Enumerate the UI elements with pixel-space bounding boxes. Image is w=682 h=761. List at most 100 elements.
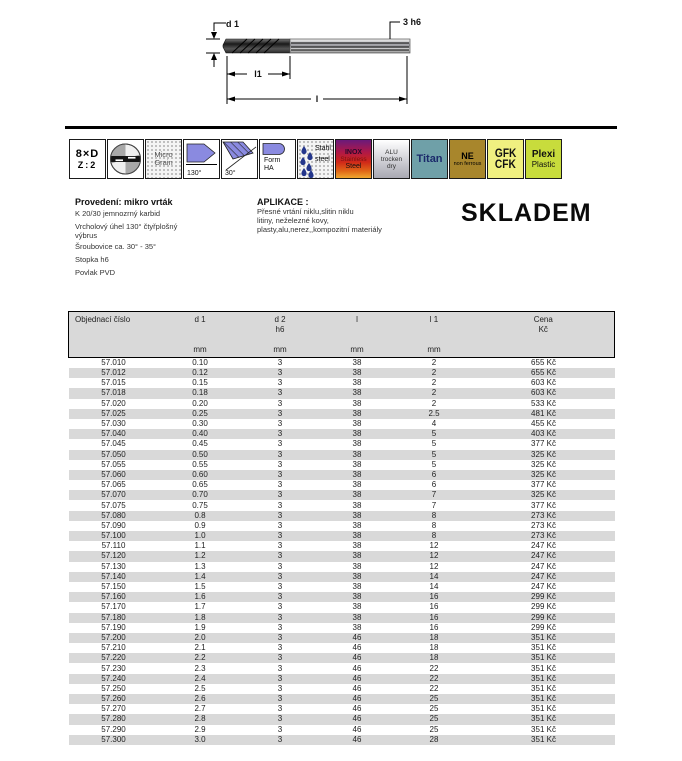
spec-line: Stopka h6	[75, 255, 109, 264]
table-row: 57.030 0.30 3 38 4 455 Kč	[69, 419, 615, 429]
table-cell: 46	[352, 724, 362, 734]
table-cell: 8	[431, 510, 437, 520]
table-cell: 12	[429, 561, 439, 571]
table-row: 57.240 2.4 3 46 22 351 Kč	[68, 673, 615, 684]
table-cell: 2.7	[194, 704, 206, 714]
table-cell: 14	[429, 582, 439, 592]
gfk-cfk-icon: GFK CFK	[487, 139, 524, 179]
ratio-icon: 8×D Z:2	[69, 139, 106, 179]
table-cell: 25	[429, 704, 439, 714]
table-cell: 18	[429, 632, 439, 642]
table-row: 57.080 0.8 3 38 8 273 Kč	[68, 510, 615, 521]
table-row: 57.280 2.8 3 46 25 351 Kč	[68, 714, 615, 725]
table-row: 57.110 1.1 3 38 12 247 Kč	[69, 541, 615, 551]
table-cell: 3	[277, 500, 283, 510]
table-row: 57.040 0.40 3 38 5 403 Kč	[68, 429, 615, 440]
table-cell: 3	[277, 724, 283, 734]
table-cell: 247 Kč	[531, 561, 556, 571]
table-cell: 57.140	[101, 571, 126, 581]
table-cell: 46	[352, 704, 362, 714]
table-cell: 377 Kč	[531, 500, 556, 510]
table-cell: 57.150	[101, 582, 126, 592]
table-cell: 3	[277, 612, 283, 622]
header-d2: d 2 h6 mm	[241, 311, 319, 358]
table-cell: 57.260	[101, 694, 126, 704]
table-cell: 2	[431, 388, 437, 398]
table-cell: 25	[429, 694, 439, 704]
table-row: 57.090 0.9 3 38 8 273 Kč	[69, 521, 615, 531]
table-cell: 57.080	[101, 510, 126, 520]
table-cell: 38	[352, 388, 362, 398]
table-cell: 455 Kč	[531, 419, 556, 429]
table-cell: 0.70	[192, 490, 208, 500]
divider-rule	[65, 126, 617, 129]
spec-line: výbrus	[75, 231, 98, 240]
table-cell: 299 Kč	[531, 612, 556, 622]
price-table-header: Objednací číslo d 1 mm d 2 h6 mm l mm l …	[68, 311, 615, 358]
table-row: 57.015 0.15 3 38 2 603 Kč	[69, 378, 615, 388]
micro-grain-icon: Micro Grain	[145, 139, 182, 179]
table-cell: 2.3	[194, 663, 206, 673]
table-cell: 247 Kč	[531, 582, 556, 592]
table-cell: 5	[431, 459, 437, 469]
application-line: Přesné vrtání niklu,slitin niklu	[257, 207, 354, 216]
table-cell: 1.3	[194, 561, 206, 571]
table-cell: 247 Kč	[531, 541, 556, 551]
table-cell: 57.220	[101, 653, 126, 663]
table-cell: 38	[352, 378, 362, 388]
table-cell: 38	[352, 561, 362, 571]
table-cell: 38	[352, 408, 362, 418]
dim-label-l: l	[316, 94, 319, 104]
table-cell: 57.170	[101, 602, 126, 612]
table-row: 57.150 1.5 3 38 14 247 Kč	[69, 582, 615, 592]
table-cell: 351 Kč	[531, 632, 556, 642]
table-cell: 57.270	[101, 704, 126, 714]
table-row: 57.050 0.50 3 38 5 325 Kč	[68, 449, 615, 460]
spec-line: K 20/30 jemnozrný karbid	[75, 209, 161, 218]
table-cell: 3	[277, 561, 283, 571]
table-cell: 3	[277, 582, 283, 592]
table-cell: 3	[277, 469, 283, 479]
application-title: APLIKACE :	[257, 197, 309, 207]
table-cell: 57.070	[101, 490, 126, 500]
table-cell: 3	[277, 622, 283, 632]
table-row: 57.055 0.55 3 38 5 325 Kč	[69, 460, 615, 470]
table-cell: 57.240	[101, 673, 126, 683]
table-cell: 3	[277, 653, 283, 663]
table-cell: 0.45	[192, 439, 208, 449]
table-cell: 0.65	[192, 480, 208, 490]
table-cell: 57.280	[101, 714, 126, 724]
table-cell: 0.50	[192, 449, 208, 459]
table-cell: 325 Kč	[531, 459, 556, 469]
stock-status-label: SKLADEM	[461, 199, 592, 227]
table-cell: 2.2	[194, 653, 206, 663]
table-cell: 0.12	[192, 368, 208, 378]
table-cell: 3	[277, 439, 283, 449]
table-cell: 351 Kč	[531, 724, 556, 734]
table-cell: 3	[277, 734, 283, 744]
table-cell: 3	[277, 673, 283, 683]
table-row: 57.025 0.25 3 38 2.5 481 Kč	[68, 408, 615, 419]
table-cell: 2.9	[194, 724, 206, 734]
table-cell: 38	[352, 490, 362, 500]
table-row: 57.250 2.5 3 46 22 351 Kč	[69, 684, 615, 694]
table-cell: 533 Kč	[531, 398, 556, 408]
table-row: 57.180 1.8 3 38 16 299 Kč	[68, 612, 615, 623]
table-row: 57.070 0.70 3 38 7 325 Kč	[68, 490, 615, 501]
table-cell: 403 Kč	[531, 429, 556, 439]
table-cell: 1.0	[194, 531, 206, 541]
table-cell: 247 Kč	[531, 551, 556, 561]
table-row: 57.130 1.3 3 38 12 247 Kč	[69, 562, 615, 572]
table-cell: 38	[352, 459, 362, 469]
dim-label-d1: d 1	[226, 19, 239, 29]
table-cell: 2.8	[194, 714, 206, 724]
point-angle-icon: 130°	[183, 139, 220, 179]
inox-icon: INOX Stainless Steel	[335, 139, 372, 179]
table-cell: 2	[431, 378, 437, 388]
table-cell: 38	[352, 358, 362, 367]
table-cell: 2.0	[194, 632, 206, 642]
table-cell: 351 Kč	[531, 663, 556, 673]
table-row: 57.300 3.0 3 46 28 351 Kč	[68, 734, 615, 745]
table-cell: 1.7	[194, 602, 206, 612]
table-cell: 481 Kč	[531, 408, 556, 418]
